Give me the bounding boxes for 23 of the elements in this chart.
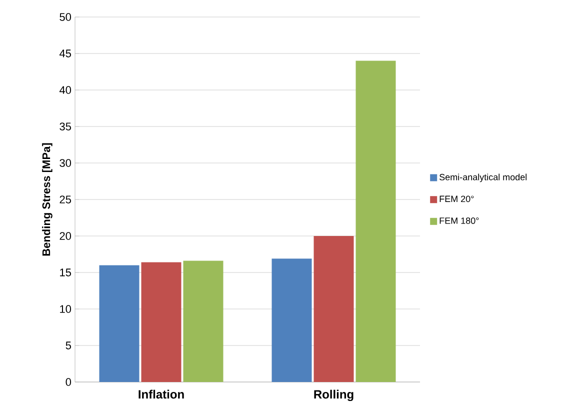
bar: [356, 60, 396, 382]
legend-label: FEM 20°: [440, 196, 474, 202]
legend-label: Semi-analytical model: [440, 174, 527, 182]
y-axis-title: Bending Stress [MPa]: [42, 143, 52, 256]
y-tick-label: 30: [60, 159, 72, 167]
legend-label: FEM 180°: [440, 217, 479, 224]
bar: [314, 236, 354, 382]
y-tick-label: 15: [60, 268, 71, 276]
x-tick-label: Inflation: [138, 390, 184, 399]
y-tick-label: 40: [59, 86, 72, 94]
bar: [99, 265, 140, 382]
y-tick-label: 10: [60, 305, 72, 313]
y-tick-label: 20: [60, 232, 72, 240]
bar: [272, 258, 312, 382]
y-tick-label: 0: [66, 378, 72, 386]
y-tick-label: 50: [60, 13, 72, 21]
y-tick-label: 35: [60, 122, 71, 130]
x-tick-label: Rolling: [314, 390, 354, 402]
y-tick-label: 5: [66, 342, 71, 350]
y-tick-label: 25: [60, 196, 71, 204]
bar: [183, 260, 224, 382]
y-tick-label: 45: [59, 50, 71, 58]
bar: [141, 262, 182, 382]
